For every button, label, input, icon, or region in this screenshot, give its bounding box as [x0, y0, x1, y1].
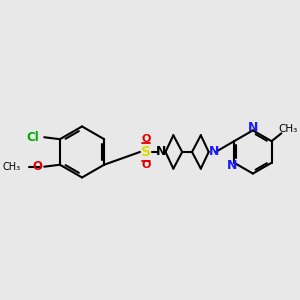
Text: CH₃: CH₃	[2, 162, 21, 172]
Text: Cl: Cl	[26, 131, 39, 144]
Text: O: O	[141, 134, 151, 144]
Text: N: N	[248, 121, 258, 134]
Text: CH₃: CH₃	[279, 124, 298, 134]
Text: S: S	[141, 145, 151, 159]
Text: O: O	[141, 160, 151, 170]
Text: N: N	[155, 146, 166, 158]
Text: O: O	[32, 160, 42, 173]
Text: N: N	[208, 146, 219, 158]
Text: N: N	[227, 159, 237, 172]
